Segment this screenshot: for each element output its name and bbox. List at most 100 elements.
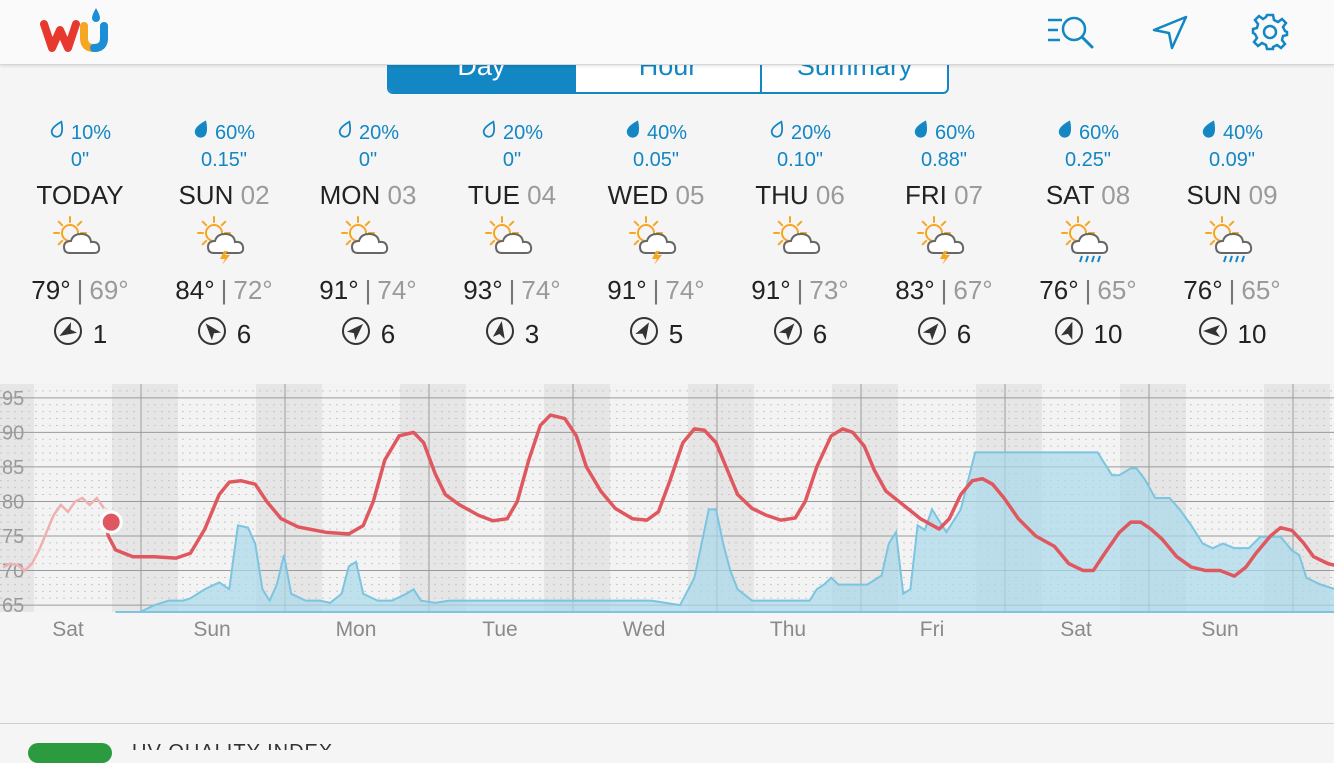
wind-speed: 3 [524,319,540,349]
day-column[interactable]: 10% 0" TODAY 79° | 69° 1 [8,118,152,353]
temp-separator: | [1228,275,1236,305]
temp-high: 76° [1039,275,1079,305]
raindrop-icon [49,118,67,148]
temp-low: 74° [377,275,417,305]
day-column[interactable]: 60% 0.25" SAT 08 76° | 65° 10 [1016,118,1160,353]
thunderstorm-icon [152,212,296,266]
wind-direction-icon [53,316,83,353]
x-tick-label: Sat [52,618,84,641]
temps: 79° | 69° [8,274,152,306]
location-arrow-icon[interactable] [1146,12,1194,52]
day-label: SUN 09 [1160,180,1304,210]
temp-low: 67° [953,275,993,305]
precip-chance: 60% [1016,118,1160,148]
day-column[interactable]: 60% 0.88" FRI 07 83° | 67° 6 [872,118,1016,353]
precip-amount: 0.09" [1208,149,1256,171]
day-label: MON 03 [296,180,440,210]
wind: 6 [296,316,440,353]
day-label: WED 05 [584,180,728,210]
day-column[interactable]: 20% 0" MON 03 91° | 74° 6 [296,118,440,353]
uv-badge [28,743,112,763]
precip-chance: 20% [440,118,584,148]
y-tick-label: 90 [2,422,24,444]
wind-direction-icon [917,316,947,353]
day-date: 08 [1101,180,1131,210]
night-band [400,384,466,612]
temps: 76° | 65° [1160,274,1304,306]
x-tick-label: Mon [336,618,377,641]
precip-chance-value: 60% [214,122,256,144]
x-tick-label: Fri [920,618,945,641]
day-column[interactable]: 40% 0.09" SUN 09 76° | 65° 10 [1160,118,1304,353]
wind-speed: 5 [668,319,684,349]
partly-cloudy-icon [8,212,152,266]
day-column[interactable]: 20% 0.10" THU 06 91° | 73° 6 [728,118,872,353]
wind: 3 [440,316,584,353]
divider [0,723,1334,724]
precip-chance: 20% [728,118,872,148]
raindrop-icon [913,118,931,148]
day-name: SUN [1186,180,1242,210]
wind-direction-icon [1054,316,1084,353]
temp-separator: | [1084,275,1092,305]
precip-amount: 0.15" [200,149,248,171]
y-tick-label: 65 [2,595,24,617]
wind: 6 [872,316,1016,353]
wind-direction-icon [341,316,371,353]
search-list-icon[interactable] [1046,12,1094,52]
wu-logo[interactable] [40,6,112,56]
temp-separator: | [796,275,804,305]
y-tick-label: 95 [2,388,24,410]
wind: 5 [584,316,728,353]
raindrop-icon [337,118,355,148]
day-name: FRI [904,180,947,210]
partly-cloudy-icon [728,212,872,266]
wind: 10 [1016,316,1160,353]
x-tick-label: Thu [770,618,806,641]
raindrop-icon [1201,118,1219,148]
wind-direction-icon [1198,316,1228,353]
precip-amount: 0" [358,149,378,171]
day-name: THU [755,180,809,210]
y-tick-label: 80 [2,491,24,513]
precip-area [115,451,1334,613]
precip-chance: 60% [872,118,1016,148]
day-column[interactable]: 60% 0.15" SUN 02 84° | 72° 6 [152,118,296,353]
temps: 91° | 73° [728,274,872,306]
temp-separator: | [220,275,228,305]
temp-low: 65° [1097,275,1137,305]
temps: 93° | 74° [440,274,584,306]
precip-chance: 60% [152,118,296,148]
temp-low: 72° [233,275,273,305]
precip-amount: 0" [70,149,90,171]
gear-icon[interactable] [1246,12,1294,52]
precip-amount: 0.05" [632,149,680,171]
x-tick-label: Tue [482,618,517,641]
wind: 6 [728,316,872,353]
precip-amount: 0.10" [776,149,824,171]
temps: 91° | 74° [584,274,728,306]
raindrop-icon [193,118,211,148]
wind-direction-icon [629,316,659,353]
day-date: 06 [815,180,845,210]
day-name: TUE [467,180,520,210]
day-label: TODAY [8,180,152,210]
day-column[interactable]: 40% 0.05" WED 05 91° | 74° 5 [584,118,728,353]
temp-separator: | [76,275,84,305]
wind-speed: 10 [1237,319,1267,349]
thunderstorm-icon [872,212,1016,266]
precip-chance: 40% [584,118,728,148]
temp-high: 93° [463,275,503,305]
day-name: SAT [1045,180,1094,210]
precip-chance-value: 40% [1222,122,1264,144]
day-label: FRI 07 [872,180,1016,210]
x-tick-label: Sun [193,618,230,641]
day-date: 04 [527,180,557,210]
day-column[interactable]: 20% 0" TUE 04 93° | 74° 3 [440,118,584,353]
temp-separator: | [508,275,516,305]
wind-direction-icon [485,316,515,353]
rain-icon [1016,212,1160,266]
night-band [544,384,610,612]
temp-forecast-line [102,413,1334,578]
